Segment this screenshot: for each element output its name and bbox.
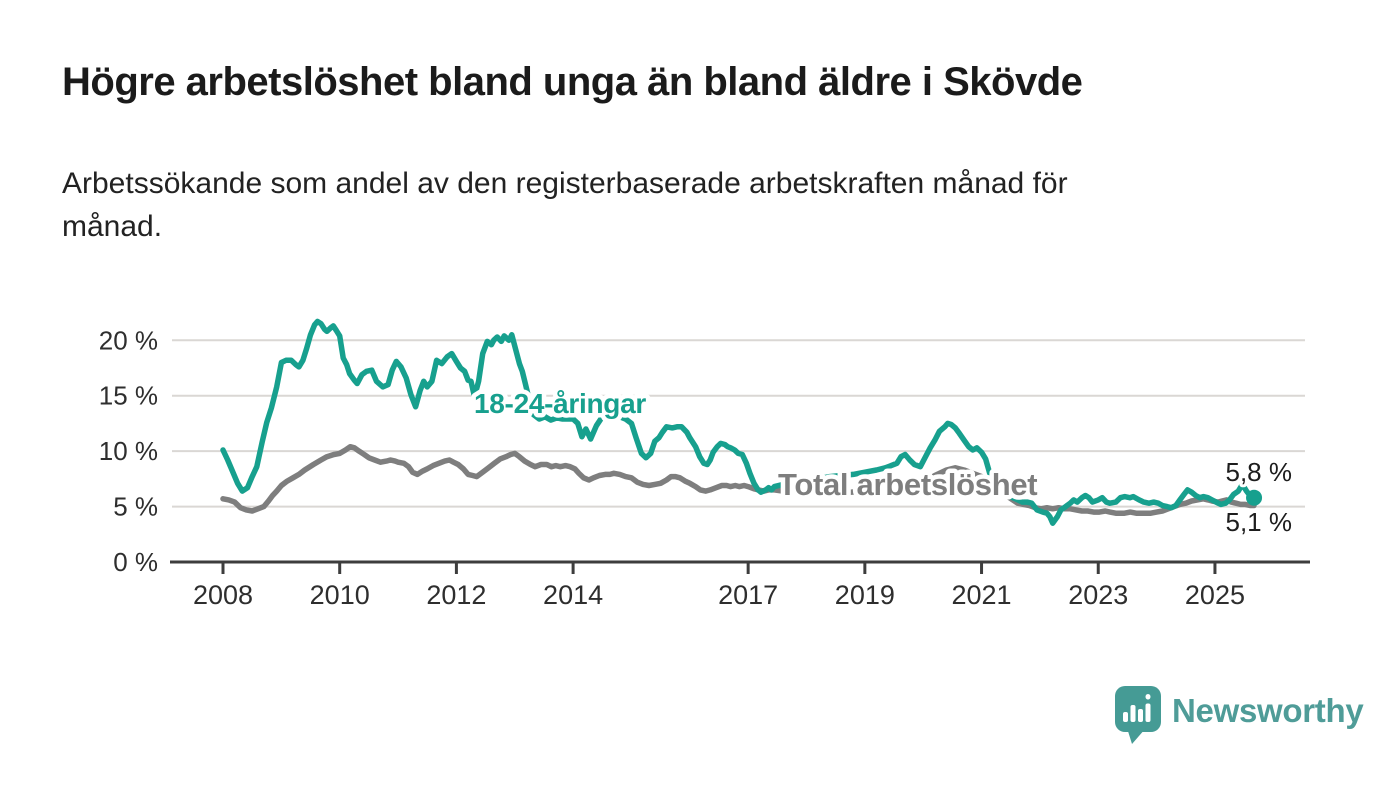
x-tick-label: 2010 <box>310 580 370 610</box>
page-subtitle: Arbetssökande som andel av den registerb… <box>62 162 1068 248</box>
series-end-dot-0 <box>1246 489 1263 506</box>
x-tick-label: 2008 <box>193 580 253 610</box>
x-tick-label: 2017 <box>718 580 778 610</box>
x-tick-label: 2023 <box>1068 580 1128 610</box>
x-axis-tick-labels: 2008 2010 2012 2014 2017 2019 2021 2023 2025 <box>193 580 1245 610</box>
series-lines <box>220 318 1263 526</box>
series-line-1 <box>220 443 1257 516</box>
x-tick-label: 2025 <box>1185 580 1245 610</box>
end-value-label-total: 5,1 % <box>1226 507 1293 537</box>
y-tick-label: 5 % <box>113 492 158 522</box>
x-tick-label: 2021 <box>952 580 1012 610</box>
subtitle-line-2: månad. <box>62 210 163 243</box>
y-tick-label: 15 % <box>99 381 158 411</box>
gridlines <box>172 339 1305 508</box>
series-label-total: Total arbetslöshet <box>778 467 1037 502</box>
series-line-0 <box>220 318 1257 526</box>
y-tick-label: 0 % <box>113 547 158 577</box>
newsworthy-wordmark: Newsworthy <box>1172 692 1364 729</box>
y-tick-label: 10 % <box>99 436 158 466</box>
newsworthy-branding: Newsworthy <box>1115 686 1364 746</box>
x-tick-label: 2014 <box>543 580 603 610</box>
x-axis <box>170 560 1310 574</box>
x-tick-label: 2019 <box>835 580 895 610</box>
x-tick-label: 2012 <box>426 580 486 610</box>
subtitle-line-1: Arbetssökande som andel av den registerb… <box>62 167 1068 200</box>
series-label-youth: 18-24-åringar <box>474 388 646 419</box>
y-axis-tick-labels: 0 % 5 % 10 % 15 % 20 % <box>99 325 158 577</box>
end-value-label-youth: 5,8 % <box>1226 457 1293 487</box>
page-title: Högre arbetslöshet bland unga än bland ä… <box>62 60 1083 104</box>
unemployment-line-chart: 0 %5 %10 %15 %20 % 2008 2010 2012 2014 2017 2… <box>99 318 1310 610</box>
y-tick-label: 20 % <box>99 325 158 355</box>
newsworthy-speech-bubble-bar-chart-icon <box>1115 686 1161 744</box>
